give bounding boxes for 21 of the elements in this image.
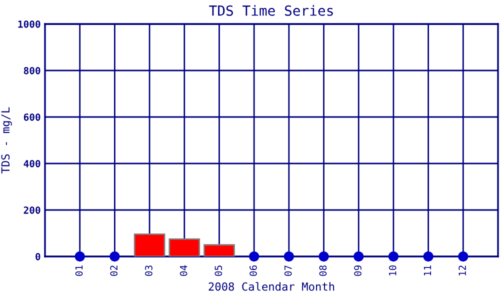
y-tick-label: 600 [24,113,40,121]
chart-title: TDS Time Series [209,5,333,16]
x-tick-label: 02 [110,266,118,276]
x-tick-label: 08 [319,265,327,276]
x-tick-label: 05 [214,266,222,276]
y-axis-title: TDS - mg/L [1,107,12,174]
y-tick-label: 400 [24,160,40,168]
x-tick-label: 09 [354,265,362,276]
x-tick-label: 10 [388,265,396,276]
x-tick-label: 01 [75,265,83,276]
x-tick-label: 06 [250,265,257,276]
x-tick-label: 07 [284,266,292,276]
x-tick-label: 04 [180,265,188,276]
x-axis-title: 2008 Calendar Month [208,282,334,291]
x-tick-label: 03 [145,266,152,276]
y-tick-label: 800 [24,66,40,74]
y-tick-label: 200 [24,206,40,214]
y-tick-label: 0 [36,252,40,260]
y-tick-label: 1000 [18,20,40,28]
x-tick-label: 11 [424,265,432,276]
x-tick-label: 12 [458,266,466,276]
